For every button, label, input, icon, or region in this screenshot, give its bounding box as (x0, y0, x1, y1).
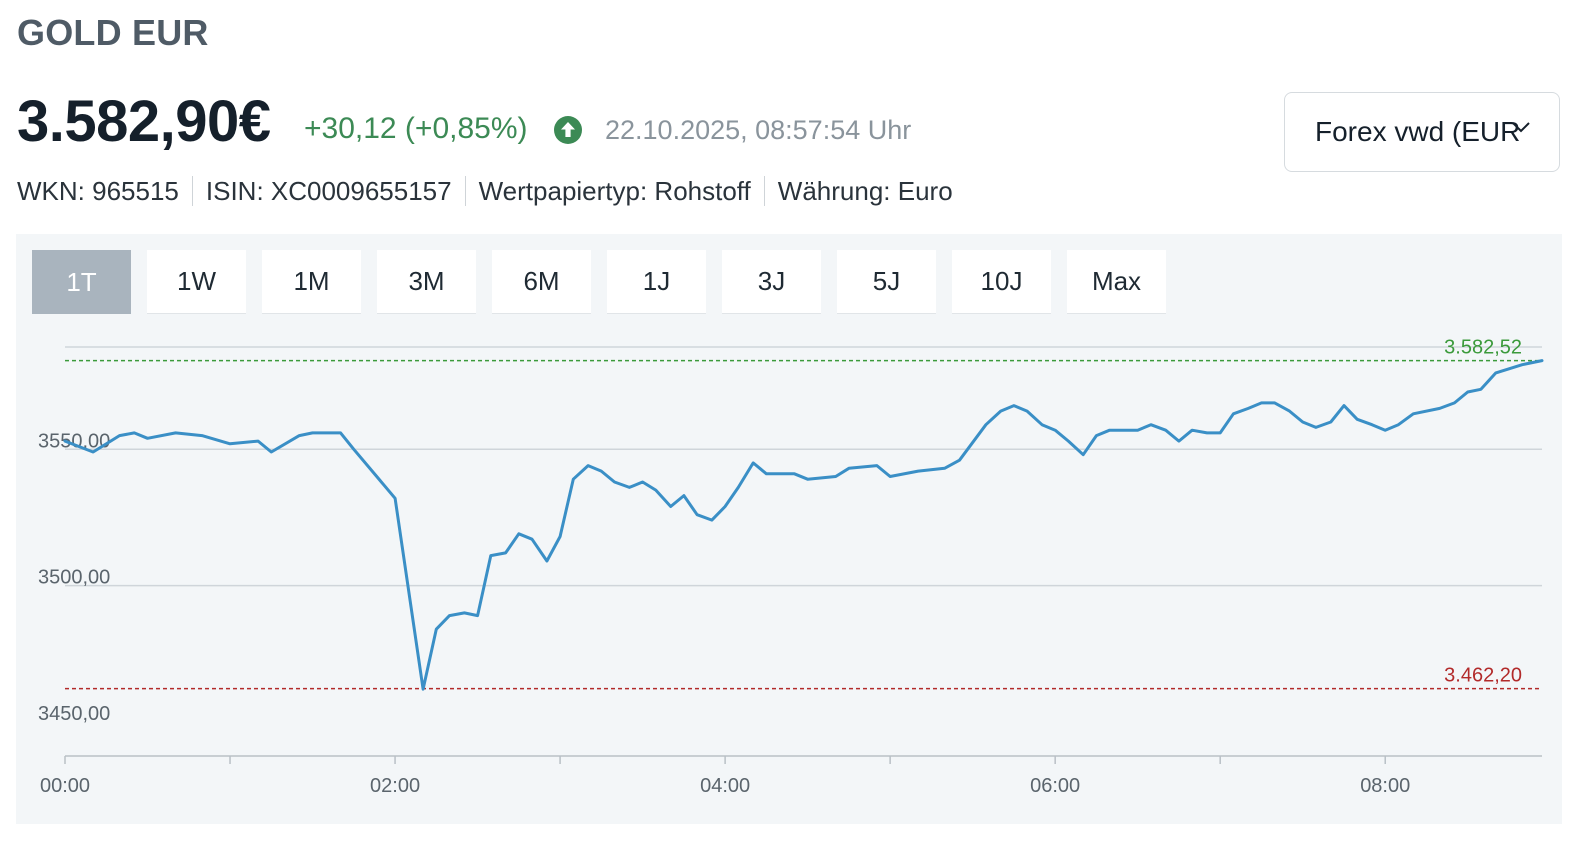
x-tick-label: 04:00 (700, 775, 750, 797)
x-tick-label: 08:00 (1360, 775, 1410, 797)
range-tab-max[interactable]: Max (1067, 250, 1166, 314)
page-title: GOLD EUR (17, 12, 209, 53)
arrow-up-circle-icon (554, 116, 582, 144)
range-tab-10j[interactable]: 10J (952, 250, 1051, 314)
y-tick-label: 3500,00 (38, 567, 110, 589)
price-chart: 00:00 02:00 04:00 06:00 08:00 3450,00 3500,00… (38, 337, 1544, 797)
meta-security-type: Wertpapiertyp: Rohstoff (464, 176, 764, 206)
range-tab-3j[interactable]: 3J (722, 250, 821, 314)
range-tab-1m[interactable]: 1M (262, 250, 361, 314)
exchange-select[interactable]: Forex vwd (EUR (1284, 92, 1560, 172)
price-series-line (63, 359, 1544, 691)
x-tick-label: 02:00 (370, 775, 420, 797)
reference-lines: 3.582,52 3.462,20 (65, 337, 1542, 690)
x-minor-ticks (64, 756, 1386, 764)
price-change: +30,12 (+0,85%) (304, 112, 528, 145)
quote-timestamp: 22.10.2025, 08:57:54 Uhr (605, 115, 912, 145)
range-tab-5j[interactable]: 5J (837, 250, 936, 314)
chevron-down-icon (1511, 120, 1531, 139)
x-axis: 00:00 02:00 04:00 06:00 08:00 (40, 775, 1410, 797)
security-meta: WKN: 965515 ISIN: XC0009655157 Wertpapie… (17, 176, 966, 206)
high-reference-label: 3.582,52 (1444, 337, 1522, 359)
y-tick-label: 3450,00 (38, 703, 110, 725)
range-tab-1w[interactable]: 1W (147, 250, 246, 314)
meta-currency: Währung: Euro (763, 176, 966, 206)
y-axis: 3450,00 3500,00 3550,00 (38, 430, 110, 725)
range-tab-1t[interactable]: 1T (32, 250, 131, 314)
meta-isin: ISIN: XC0009655157 (191, 176, 465, 206)
meta-wkn: WKN: 965515 (17, 176, 179, 206)
x-tick-label: 06:00 (1030, 775, 1080, 797)
current-price: 3.582,90€ (17, 89, 271, 154)
range-tab-6m[interactable]: 6M (492, 250, 591, 314)
y-grid (65, 448, 1542, 587)
x-tick-label: 00:00 (40, 775, 90, 797)
y-tick-label: 3550,00 (38, 430, 110, 452)
exchange-select-value: Forex vwd (EUR (1315, 116, 1521, 147)
range-tab-3m[interactable]: 3M (377, 250, 476, 314)
chart-panel: 1T 1W 1M 3M 6M 1J 3J 5J 10J Max 00:00 02:… (16, 234, 1562, 824)
range-tab-1j[interactable]: 1J (607, 250, 706, 314)
low-reference-label: 3.462,20 (1444, 665, 1522, 687)
